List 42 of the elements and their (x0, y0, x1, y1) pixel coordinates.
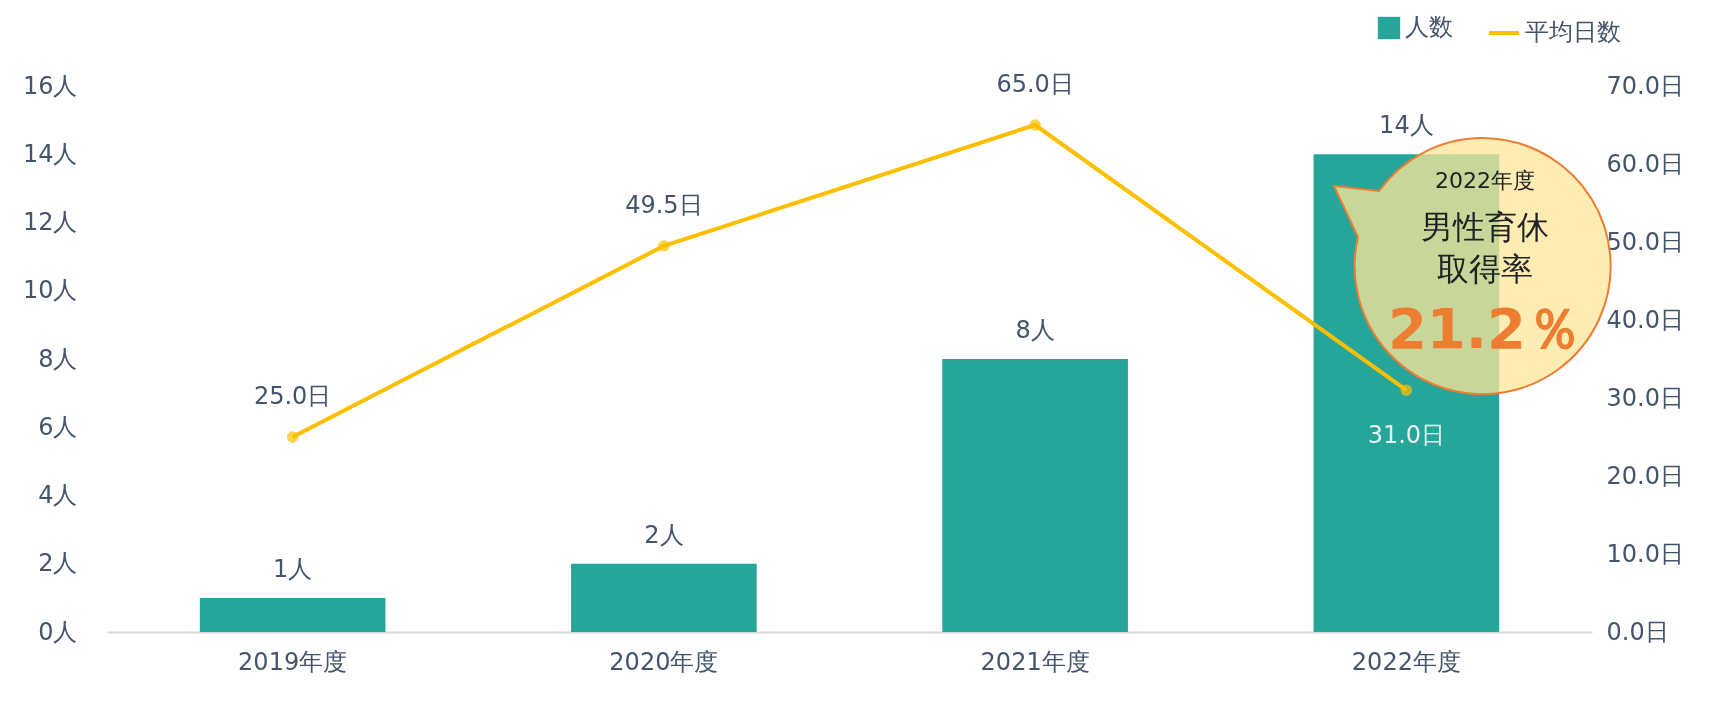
data-label: 2人 (644, 520, 684, 549)
data-label: 14人 (1379, 111, 1434, 140)
annotation: 取得率 (1437, 250, 1533, 288)
data-label: 65.0日 (996, 70, 1074, 98)
y-tick-label: 16人 (22, 71, 78, 100)
annotation: 2022年度 (1435, 168, 1535, 193)
y-tick-label: 2人 (38, 549, 78, 578)
data-label: 8人 (1015, 316, 1055, 344)
y-tick-label: 12人 (22, 208, 78, 236)
annotation: 男性育休 (1421, 208, 1549, 246)
data-label: 1人 (272, 554, 313, 583)
y2-tick-label: 10.0日 (1606, 539, 1684, 568)
bar (199, 597, 386, 632)
y2-tick-label: 70.0日 (1606, 71, 1684, 100)
y-tick-label: 10人 (22, 276, 78, 305)
y-tick-label: 6人 (38, 412, 78, 441)
y2-tick-label: 40.0日 (1606, 305, 1684, 334)
y-tick-label: 14人 (22, 139, 78, 168)
x-tick-label: 2021年度 (980, 647, 1090, 676)
y-tick-label: 4人 (38, 481, 78, 509)
x-tick-label: 2019年度 (238, 647, 348, 676)
y2-tick-label: 30.0日 (1606, 383, 1684, 412)
point (658, 240, 670, 252)
point (1029, 119, 1041, 131)
point (286, 431, 299, 443)
y2-tick-label: 60.0日 (1606, 149, 1684, 178)
y2-tick-label: 0.0日 (1606, 617, 1669, 646)
data-label: 25.0日 (253, 382, 332, 410)
bar (942, 359, 1128, 632)
y2-tick-label: 50.0日 (1606, 227, 1684, 256)
bar (571, 563, 757, 632)
y-tick-label: 8人 (38, 344, 78, 373)
x-tick-label: 2022年度 (1351, 647, 1461, 676)
data-label: 31.0日 (1367, 421, 1446, 450)
data-label: 49.5日 (625, 190, 703, 219)
annotation: 21.2％ (1387, 296, 1583, 361)
legend-label: 平均日数 (1525, 18, 1621, 46)
legend-label: 人数 (1405, 13, 1453, 41)
y2-tick-label: 20.0日 (1606, 461, 1684, 490)
point (1400, 384, 1413, 396)
y-tick-label: 0人 (38, 617, 78, 646)
x-tick-label: 2020年度 (609, 647, 719, 676)
